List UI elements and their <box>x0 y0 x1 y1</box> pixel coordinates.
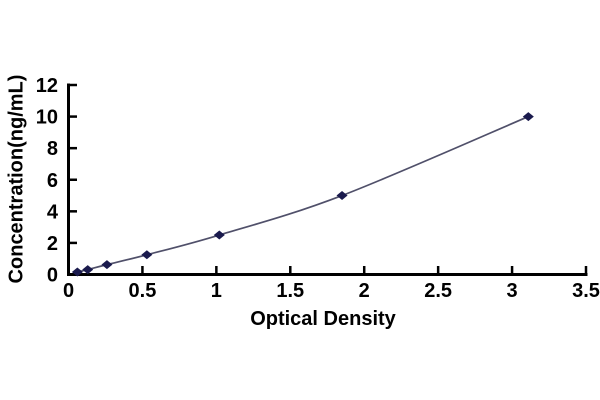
y-tick-label: 12 <box>36 75 58 97</box>
y-tick-label: 4 <box>47 201 59 223</box>
x-tick-label: 1 <box>211 280 222 302</box>
data-point-marker <box>82 265 94 275</box>
y-tick-label: 0 <box>47 265 58 287</box>
axis-lines <box>67 83 588 276</box>
y-tick-label: 10 <box>36 107 58 129</box>
x-tick-label: 3.5 <box>572 280 600 302</box>
x-axis-title: Optical Density <box>250 308 396 330</box>
x-tick-label: 0.5 <box>129 280 157 302</box>
data-point-marker <box>336 191 348 201</box>
standard-curve-line <box>77 115 529 273</box>
x-tick-label: 2.5 <box>424 280 452 302</box>
y-tick-label: 8 <box>47 138 58 160</box>
y-tick-label: 6 <box>47 170 58 192</box>
x-tick-label: 1.5 <box>276 280 304 302</box>
y-tick-label: 2 <box>47 233 58 255</box>
data-point-marker <box>101 260 113 270</box>
y-axis-title: Concentration(ng/mL) <box>5 74 28 284</box>
data-point-marker <box>213 230 225 240</box>
data-point-marker <box>522 112 534 122</box>
x-tick-label: 0 <box>63 280 74 302</box>
data-point-marker <box>71 267 83 277</box>
data-point-marker <box>141 250 153 260</box>
x-tick-label: 2 <box>359 280 370 302</box>
x-tick-label: 3 <box>507 280 518 302</box>
